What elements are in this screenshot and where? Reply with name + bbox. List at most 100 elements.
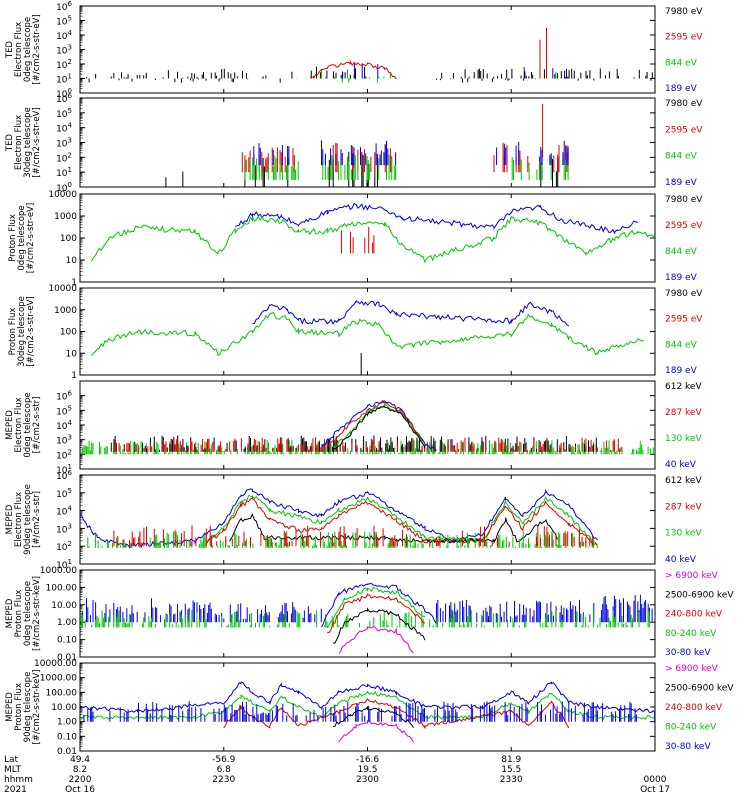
y-axis-label: Proton Flux xyxy=(14,683,24,731)
y-axis-label: [#/cm2-s-str] xyxy=(32,491,42,548)
y-tick-label: 101 xyxy=(56,558,72,571)
footer-value: -56.9 xyxy=(212,755,236,765)
series-spikes xyxy=(223,602,322,623)
legend-entry: 40 keV xyxy=(665,460,697,470)
y-tick-label: 101 xyxy=(56,463,72,476)
series-line xyxy=(332,607,426,644)
y-axis-label: [#/cm2-s-str-eV] xyxy=(32,14,42,84)
series-spikes xyxy=(493,142,569,173)
y-tick-label: 10 xyxy=(66,349,78,359)
legend-entry: 80-240 keV xyxy=(665,723,717,733)
legend-entry: 80-240 keV xyxy=(665,629,717,639)
y-tick-label: 10 xyxy=(66,256,78,266)
y-axis-label: Proton Flux xyxy=(8,308,18,356)
footer-value: 19.5 xyxy=(357,765,377,775)
legend-entry: 189 eV xyxy=(665,178,698,188)
y-axis-label: [#/cm2-s-str-eV] xyxy=(32,107,42,177)
plot-area xyxy=(165,103,569,187)
y-tick-label: 103 xyxy=(56,137,72,150)
legend-entry: 30-80 keV xyxy=(665,648,711,658)
footer-value: 6.8 xyxy=(217,765,232,775)
y-tick-label: 104 xyxy=(56,29,72,42)
footer-value: 2200 xyxy=(69,775,92,785)
y-tick-label: 102 xyxy=(56,151,72,164)
series-line xyxy=(223,698,570,730)
series-line xyxy=(327,592,426,634)
legend-entry: 189 eV xyxy=(665,366,698,376)
panel-frame xyxy=(79,287,656,376)
series-line xyxy=(326,587,426,629)
series-spikes xyxy=(340,226,375,254)
y-tick-label: 101 xyxy=(56,73,72,86)
y-axis-label: [#/cm2-s-str-eV] xyxy=(26,296,36,366)
legend-entry: 130 keV xyxy=(665,529,702,539)
y-axis-label: 30deg telescope xyxy=(23,107,33,178)
legend-entry: 7980 eV xyxy=(665,99,703,109)
y-axis-label: [#/cm2-s-str-keV] xyxy=(32,576,42,651)
legend-entry: 844 eV xyxy=(665,58,698,68)
plot-area xyxy=(80,399,655,455)
plot-area xyxy=(86,28,655,83)
y-tick-label: 105 xyxy=(56,15,72,28)
y-tick-label: 1.00 xyxy=(57,618,77,628)
legend-entry: > 6900 keV xyxy=(665,571,719,581)
legend-entry: 287 keV xyxy=(665,502,702,512)
y-axis-label: Electron Flux xyxy=(14,492,24,547)
panel-6: 101 102 103 104 105 106 MEPED Electron Flux 90de… xyxy=(5,469,702,571)
plot-area xyxy=(91,299,644,375)
y-tick-label: 100 xyxy=(60,328,77,338)
panel-frame xyxy=(79,5,656,94)
footer-row-label: 2021 xyxy=(4,785,27,795)
series-line xyxy=(309,59,397,80)
series-line xyxy=(229,513,558,545)
series-spikes xyxy=(113,525,593,547)
series-spikes xyxy=(87,530,598,549)
y-tick-label: 1 xyxy=(71,278,77,288)
legend-entry: 844 eV xyxy=(665,247,698,257)
footer-value: 2330 xyxy=(500,775,523,785)
series-spikes xyxy=(244,155,299,180)
series-spikes xyxy=(322,154,397,180)
y-tick-label: 105 xyxy=(56,487,72,500)
y-tick-label: 105 xyxy=(56,107,72,120)
y-tick-label: 100 xyxy=(56,87,72,100)
legend-entry: 2595 eV xyxy=(665,125,703,135)
legend-entry: 40 keV xyxy=(665,555,697,565)
legend-entry: 2500-6900 keV xyxy=(665,684,734,694)
series-spikes xyxy=(165,171,184,187)
y-tick-label: 102 xyxy=(56,58,72,71)
y-axis-label: TED xyxy=(5,133,15,152)
legend-entry: 7980 eV xyxy=(665,195,703,205)
y-tick-label: 10000 xyxy=(48,284,77,294)
series-spikes xyxy=(496,140,569,166)
panel-4: 1 10 100 1000 10000 Proton Flux 30deg telescop… xyxy=(8,284,703,381)
series-spikes xyxy=(539,28,547,79)
y-axis-label: 0deg telescope xyxy=(23,392,33,457)
legend-entry: 287 keV xyxy=(665,408,702,418)
series-line xyxy=(338,626,414,654)
y-tick-label: 104 xyxy=(56,122,72,135)
y-tick-label: 10000.00 xyxy=(34,659,77,669)
series-spikes xyxy=(321,140,397,166)
series-spikes xyxy=(321,69,391,83)
y-axis-label: 30deg telescope xyxy=(17,296,27,367)
panel-8: 0.01 0.10 1.00 10.00 100.00 1000.00 10000.00 ME… xyxy=(5,659,734,757)
footer-value: 15.5 xyxy=(501,765,521,775)
series-line xyxy=(91,215,655,263)
y-tick-label: 1000.00 xyxy=(40,674,77,684)
y-axis-label: MEPED xyxy=(5,598,15,628)
y-axis-label: MEPED xyxy=(5,504,15,534)
footer-value: 0000 xyxy=(644,775,667,785)
series-spikes xyxy=(436,599,595,623)
series-line xyxy=(252,299,570,327)
panel-3: 1 10 100 1000 10000 Proton Flux 0deg telescope… xyxy=(8,190,703,288)
series-spikes xyxy=(436,68,655,83)
series-line xyxy=(206,497,598,546)
y-tick-label: 102 xyxy=(56,540,72,553)
y-axis-label: MEPED xyxy=(5,410,15,440)
y-tick-label: 106 xyxy=(56,0,72,13)
plot-area xyxy=(80,488,598,549)
panel-frame xyxy=(79,380,656,470)
plot-area xyxy=(80,582,653,654)
